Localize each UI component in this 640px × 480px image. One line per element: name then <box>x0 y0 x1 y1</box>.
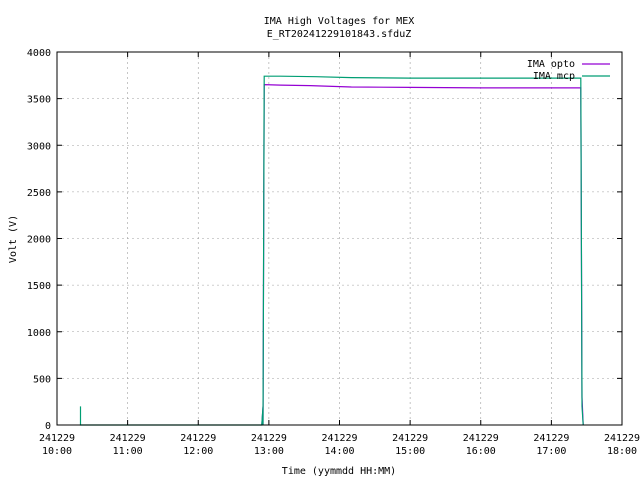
y-tick-label: 2500 <box>27 188 51 199</box>
legend-label-0: IMA opto <box>527 59 575 70</box>
y-tick-label: 3000 <box>27 141 51 152</box>
x-axis-label: Time (yymmdd HH:MM) <box>282 466 396 477</box>
x-tick-label-time: 13:00 <box>254 446 284 457</box>
y-tick-label: 0 <box>45 421 51 432</box>
x-tick-label-date: 241229 <box>392 433 428 444</box>
chart-title: IMA High Voltages for MEX <box>264 16 415 27</box>
y-axis-label: Volt (V) <box>8 215 19 263</box>
y-tick-label: 3500 <box>27 95 51 106</box>
series-line-0 <box>261 83 584 426</box>
chart-subtitle: E_RT20241229101843.sfduZ <box>267 29 412 40</box>
y-tick-label: 4000 <box>27 48 51 59</box>
y-tick-label: 2000 <box>27 235 51 246</box>
grid <box>57 52 622 425</box>
x-tick-label-time: 10:00 <box>42 446 72 457</box>
x-tick-label-time: 14:00 <box>324 446 354 457</box>
plot-series <box>79 75 584 426</box>
x-tick-label-date: 241229 <box>533 433 569 444</box>
x-tick-label-time: 12:00 <box>183 446 213 457</box>
x-tick-label-time: 16:00 <box>466 446 496 457</box>
y-tick-label: 1500 <box>27 281 51 292</box>
series-line-1 <box>79 75 584 426</box>
x-tick-label-date: 241229 <box>604 433 640 444</box>
x-tick-label-time: 15:00 <box>395 446 425 457</box>
x-tick-label-date: 241229 <box>39 433 75 444</box>
y-tick-label: 1000 <box>27 328 51 339</box>
x-tick-label-time: 17:00 <box>536 446 566 457</box>
legend-label-1: IMA mcp <box>533 71 575 82</box>
x-tick-label-date: 241229 <box>251 433 287 444</box>
x-tick-label-time: 11:00 <box>113 446 143 457</box>
axis-ticks: 0 500 1000 1500 2000 2500 3000 3500 4000 241229 10… <box>27 48 640 457</box>
x-tick-label-date: 241229 <box>463 433 499 444</box>
y-tick-label: 500 <box>33 374 51 385</box>
x-tick-label-date: 241229 <box>110 433 146 444</box>
x-tick-label-date: 241229 <box>321 433 357 444</box>
x-tick-label-date: 241229 <box>180 433 216 444</box>
x-tick-label-time: 18:00 <box>607 446 637 457</box>
